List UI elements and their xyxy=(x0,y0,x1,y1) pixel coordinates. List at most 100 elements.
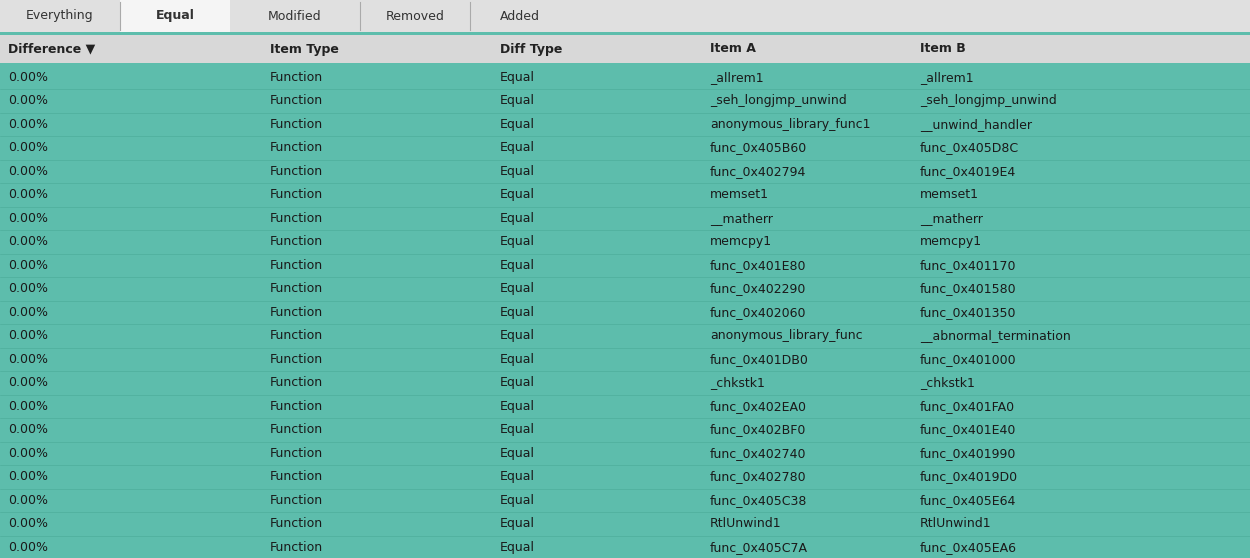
Text: func_0x405EA6: func_0x405EA6 xyxy=(920,541,1018,554)
Text: func_0x405B60: func_0x405B60 xyxy=(710,141,808,154)
Text: Function: Function xyxy=(270,470,322,483)
Bar xyxy=(0,253,1250,277)
Text: Function: Function xyxy=(270,329,322,342)
Bar xyxy=(0,418,1250,441)
Text: Equal: Equal xyxy=(500,188,535,201)
Bar xyxy=(360,0,470,32)
Text: RtlUnwind1: RtlUnwind1 xyxy=(710,517,781,530)
Bar xyxy=(0,32,1250,35)
Bar xyxy=(0,89,1250,113)
Text: Equal: Equal xyxy=(500,165,535,178)
Text: Function: Function xyxy=(270,259,322,272)
Bar xyxy=(0,0,120,32)
Text: __matherr: __matherr xyxy=(920,211,982,225)
Text: 0.00%: 0.00% xyxy=(8,118,48,131)
Text: 0.00%: 0.00% xyxy=(8,329,48,342)
Text: func_0x401170: func_0x401170 xyxy=(920,259,1016,272)
Text: func_0x401E80: func_0x401E80 xyxy=(710,259,806,272)
Text: 0.00%: 0.00% xyxy=(8,141,48,154)
Text: Equal: Equal xyxy=(500,141,535,154)
Bar xyxy=(0,65,1250,89)
Text: memcpy1: memcpy1 xyxy=(920,235,982,248)
Text: Removed: Removed xyxy=(385,9,445,22)
Text: 0.00%: 0.00% xyxy=(8,259,48,272)
Text: Equal: Equal xyxy=(500,376,535,389)
Text: Function: Function xyxy=(270,94,322,107)
Bar xyxy=(470,0,570,32)
Text: memcpy1: memcpy1 xyxy=(710,235,772,248)
Text: Function: Function xyxy=(270,118,322,131)
Text: Equal: Equal xyxy=(500,353,535,365)
Text: 0.00%: 0.00% xyxy=(8,424,48,436)
Text: func_0x401990: func_0x401990 xyxy=(920,447,1016,460)
Bar xyxy=(0,0,1250,32)
Text: Function: Function xyxy=(270,306,322,319)
Bar xyxy=(0,324,1250,348)
Text: Function: Function xyxy=(270,376,322,389)
Text: Function: Function xyxy=(270,400,322,413)
Bar xyxy=(0,301,1250,324)
Text: Function: Function xyxy=(270,494,322,507)
Text: Diff Type: Diff Type xyxy=(500,42,562,55)
Text: Equal: Equal xyxy=(500,470,535,483)
Text: func_0x401FA0: func_0x401FA0 xyxy=(920,400,1015,413)
Text: 0.00%: 0.00% xyxy=(8,494,48,507)
Text: 0.00%: 0.00% xyxy=(8,447,48,460)
Text: func_0x402EA0: func_0x402EA0 xyxy=(710,400,808,413)
Text: Function: Function xyxy=(270,235,322,248)
Text: func_0x4019E4: func_0x4019E4 xyxy=(920,165,1016,178)
Text: func_0x405E64: func_0x405E64 xyxy=(920,494,1016,507)
Text: Difference ▼: Difference ▼ xyxy=(8,42,95,55)
Bar xyxy=(0,348,1250,371)
Bar xyxy=(0,113,1250,136)
Bar xyxy=(0,160,1250,183)
Text: func_0x402060: func_0x402060 xyxy=(710,306,806,319)
Text: func_0x405C7A: func_0x405C7A xyxy=(710,541,808,554)
Text: _chkstk1: _chkstk1 xyxy=(920,376,975,389)
Text: func_0x401350: func_0x401350 xyxy=(920,306,1016,319)
Text: Modified: Modified xyxy=(269,9,321,22)
Text: func_0x401580: func_0x401580 xyxy=(920,282,1016,295)
Text: Equal: Equal xyxy=(500,235,535,248)
Bar xyxy=(0,63,1250,65)
Text: Function: Function xyxy=(270,353,322,365)
Text: __unwind_handler: __unwind_handler xyxy=(920,118,1032,131)
Text: Equal: Equal xyxy=(500,517,535,530)
Text: Equal: Equal xyxy=(500,424,535,436)
Text: func_0x402BF0: func_0x402BF0 xyxy=(710,424,806,436)
Text: __abnormal_termination: __abnormal_termination xyxy=(920,329,1071,342)
Text: _seh_longjmp_unwind: _seh_longjmp_unwind xyxy=(920,94,1056,107)
Text: memset1: memset1 xyxy=(920,188,979,201)
Text: 0.00%: 0.00% xyxy=(8,306,48,319)
Text: 0.00%: 0.00% xyxy=(8,353,48,365)
Text: __matherr: __matherr xyxy=(710,211,772,225)
Text: func_0x402740: func_0x402740 xyxy=(710,447,806,460)
Text: _allrem1: _allrem1 xyxy=(920,71,974,84)
Text: Equal: Equal xyxy=(500,118,535,131)
Text: 0.00%: 0.00% xyxy=(8,517,48,530)
Text: _seh_longjmp_unwind: _seh_longjmp_unwind xyxy=(710,94,846,107)
Text: Equal: Equal xyxy=(500,494,535,507)
Text: func_0x405C38: func_0x405C38 xyxy=(710,494,808,507)
Text: _chkstk1: _chkstk1 xyxy=(710,376,765,389)
Text: Function: Function xyxy=(270,424,322,436)
Text: Equal: Equal xyxy=(500,259,535,272)
Text: func_0x405D8C: func_0x405D8C xyxy=(920,141,1019,154)
Text: 0.00%: 0.00% xyxy=(8,94,48,107)
Text: 0.00%: 0.00% xyxy=(8,282,48,295)
Bar xyxy=(230,0,360,32)
Text: Equal: Equal xyxy=(500,211,535,225)
Text: Equal: Equal xyxy=(500,306,535,319)
Bar xyxy=(0,512,1250,536)
Bar xyxy=(0,441,1250,465)
Text: Equal: Equal xyxy=(155,9,195,22)
Text: Equal: Equal xyxy=(500,447,535,460)
Text: func_0x4019D0: func_0x4019D0 xyxy=(920,470,1018,483)
Text: Function: Function xyxy=(270,282,322,295)
Text: 0.00%: 0.00% xyxy=(8,470,48,483)
Bar xyxy=(120,0,230,32)
Text: Item Type: Item Type xyxy=(270,42,339,55)
Text: func_0x401DB0: func_0x401DB0 xyxy=(710,353,809,365)
Text: Function: Function xyxy=(270,517,322,530)
Text: Function: Function xyxy=(270,211,322,225)
